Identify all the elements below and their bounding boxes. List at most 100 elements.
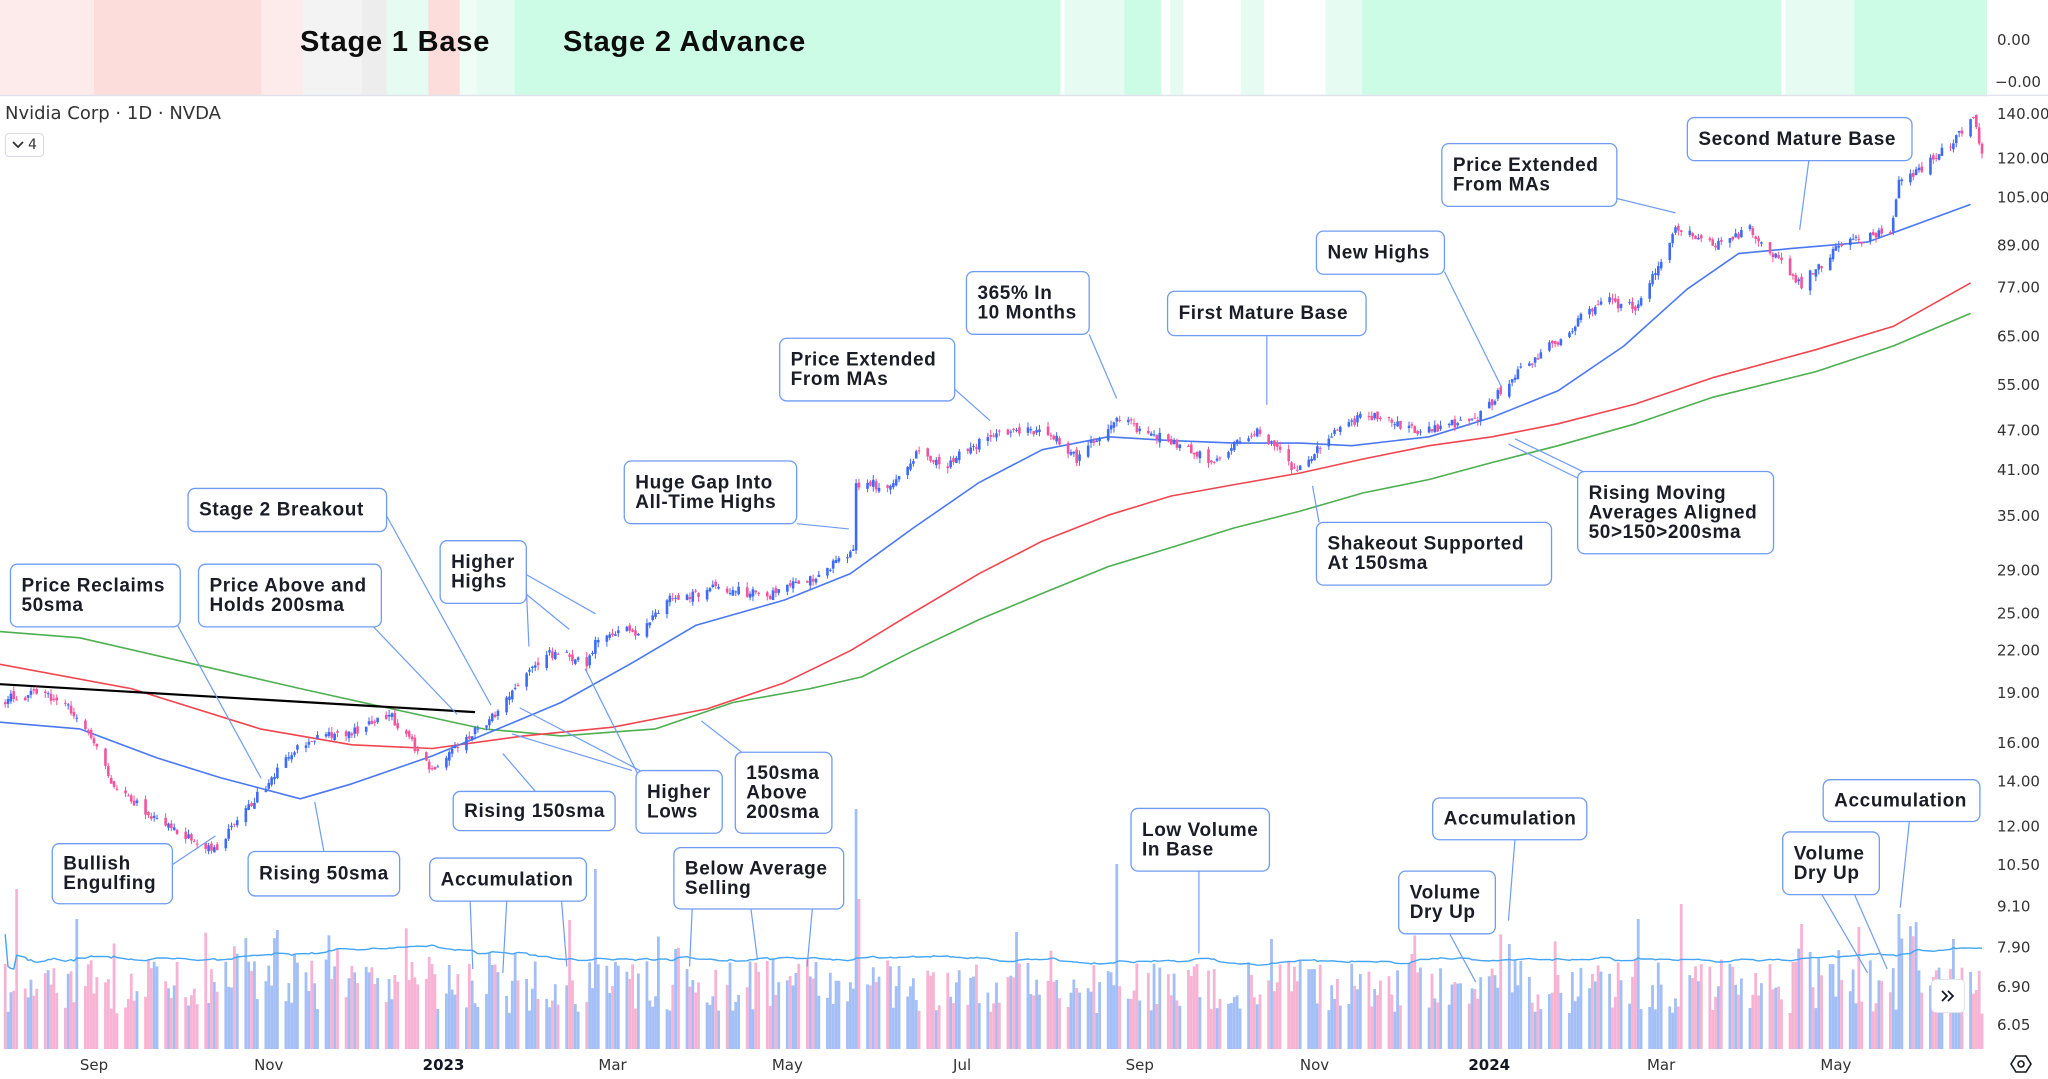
annotation-callout[interactable]: New Highs xyxy=(1315,230,1503,389)
annotation-callout[interactable]: Accumulation xyxy=(1822,779,1981,908)
annotation-callout[interactable]: First Mature Base xyxy=(1166,290,1367,405)
candle-body xyxy=(23,697,27,701)
candle-body xyxy=(1436,424,1439,432)
volume-bar xyxy=(1189,975,1193,1049)
candle-body xyxy=(370,720,374,724)
sma50-line[interactable] xyxy=(0,203,1971,800)
candle-body xyxy=(1934,157,1938,159)
volume-bar xyxy=(677,947,680,1049)
volume-bar xyxy=(267,965,271,1049)
annotation-text: Rising 150sma xyxy=(464,801,605,822)
candle-body xyxy=(909,463,912,470)
annotation-text: Accumulation xyxy=(1444,809,1577,830)
volume-bar xyxy=(1516,985,1520,1049)
candle-body xyxy=(935,459,938,466)
candle-body xyxy=(1427,426,1431,433)
volume-bar xyxy=(92,993,96,1049)
volume-bar xyxy=(636,973,640,1049)
y-tick-label: 65.00 xyxy=(1997,328,2040,346)
volume-bar xyxy=(3,963,7,1049)
x-tick-label: May xyxy=(1820,1056,1851,1074)
candle-body xyxy=(1330,436,1333,438)
volume-bar xyxy=(1336,978,1339,1049)
volume-bar xyxy=(192,988,196,1049)
sma150-line[interactable] xyxy=(0,282,1971,750)
candle-body xyxy=(425,752,428,761)
volume-bar xyxy=(66,973,70,1049)
annotation-pointer xyxy=(1853,894,1888,970)
candle-body xyxy=(932,460,935,463)
stage-band-segment xyxy=(1362,0,1782,95)
volume-bar xyxy=(1909,926,1912,1049)
annotation-callout[interactable]: Second Mature Base xyxy=(1686,116,1913,230)
volume-bar xyxy=(1593,981,1597,1049)
volume-bar xyxy=(255,999,259,1049)
candle-body xyxy=(1596,304,1600,306)
volume-bar xyxy=(691,980,695,1049)
candle-body xyxy=(510,690,514,700)
scroll-to-realtime-button[interactable] xyxy=(1931,979,1965,1013)
candle-body xyxy=(46,693,50,695)
candle-body xyxy=(490,713,494,722)
candle-body xyxy=(287,757,291,759)
candle-body xyxy=(1748,225,1752,230)
time-axis[interactable]: Sep Nov 2023 Mar May Jul Sep Nov 2024 Mar May xyxy=(0,1049,2048,1077)
volume-bar xyxy=(694,992,698,1049)
price-axis[interactable]: 140.00 120.00 105.00 89.00 77.00 65.00 55.00 47… xyxy=(1988,96,2048,1049)
volume-bar xyxy=(906,996,910,1049)
candle-body xyxy=(1138,428,1142,432)
annotation-callout[interactable]: Accumulation xyxy=(1432,797,1588,921)
settings-button[interactable] xyxy=(2010,1054,2032,1074)
volume-bar xyxy=(596,964,600,1049)
annotation-text: 365% In xyxy=(977,283,1052,304)
trendline[interactable] xyxy=(0,683,476,714)
legend-toggle-button[interactable]: 4 xyxy=(5,133,44,157)
volume-bar xyxy=(1654,1009,1657,1049)
volume-bar xyxy=(273,938,276,1049)
annotation-callout[interactable]: Stage 2 Breakout xyxy=(187,487,492,706)
volume-bar xyxy=(1931,976,1935,1049)
volume-bar xyxy=(1307,969,1311,1049)
candle-body xyxy=(952,458,955,463)
candle-body xyxy=(969,447,972,454)
volume-bar xyxy=(588,962,592,1049)
annotation-callout[interactable]: Rising 150sma xyxy=(452,753,616,832)
candle-body xyxy=(1699,235,1703,239)
volume-bar xyxy=(1436,1002,1440,1049)
candle-body xyxy=(1972,117,1975,119)
candle-body xyxy=(1078,454,1081,461)
candle-body xyxy=(1379,417,1382,419)
annotation-callout[interactable]: Rising 50sma xyxy=(247,801,401,897)
candle-body xyxy=(1510,379,1514,383)
annotation-text: Engulfing xyxy=(63,873,156,894)
candle-body xyxy=(445,757,448,768)
volume-bar xyxy=(1814,1008,1818,1049)
volume-bar xyxy=(648,1000,652,1049)
annotation-callout[interactable]: Accumulation xyxy=(429,857,588,974)
volume-bar xyxy=(995,982,998,1049)
candle-body xyxy=(1075,449,1078,463)
candle-body xyxy=(1298,465,1302,470)
volume-bar xyxy=(52,968,56,1049)
volume-bar xyxy=(1797,948,1801,1049)
candle-body xyxy=(1046,426,1050,436)
volume-bar xyxy=(126,999,130,1049)
sma200-line[interactable] xyxy=(0,312,1971,737)
